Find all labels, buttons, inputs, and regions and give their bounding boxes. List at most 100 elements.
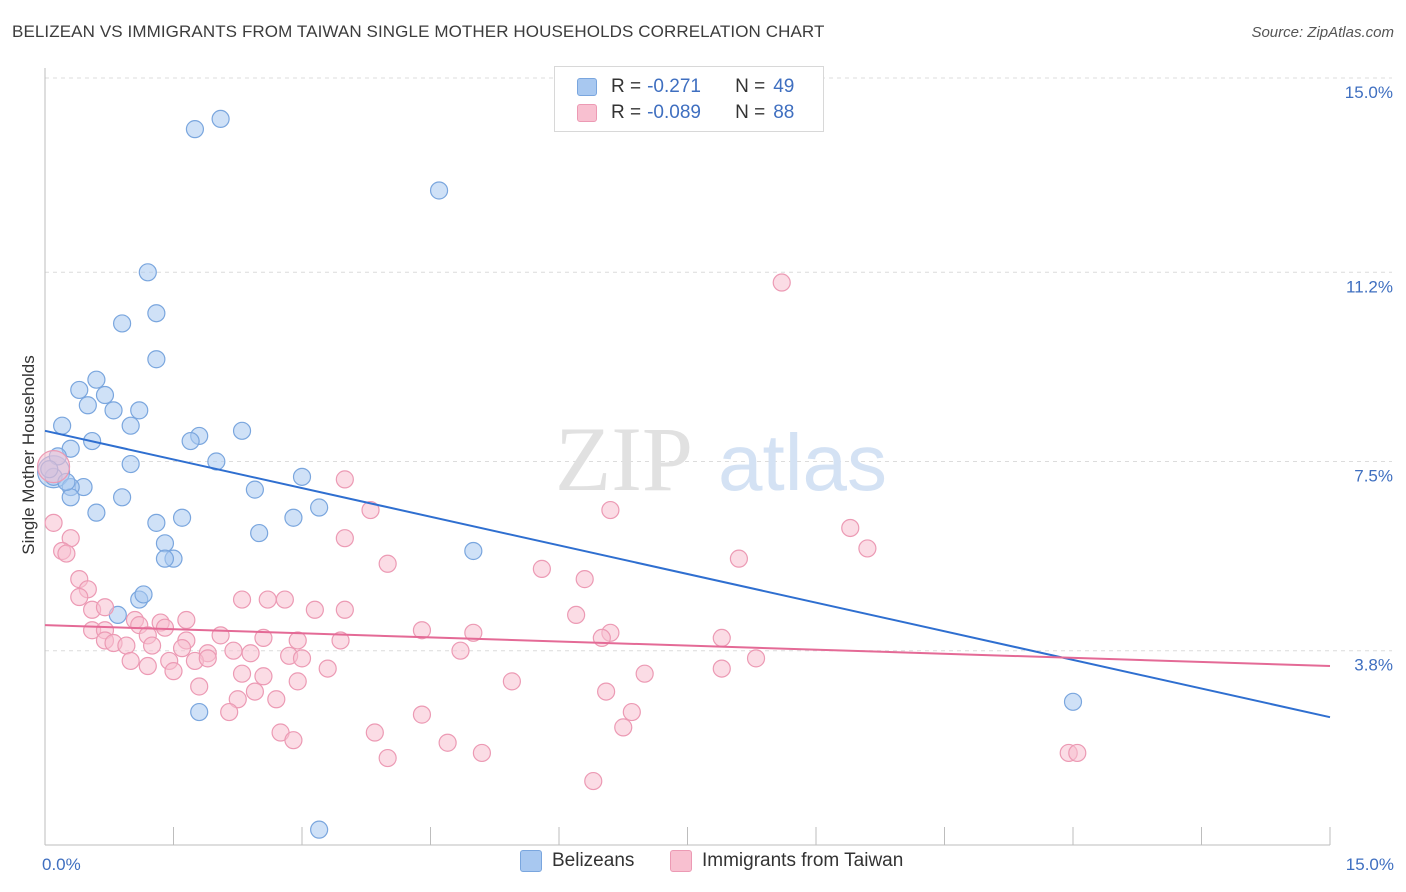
legend-swatch-belizeans	[577, 78, 597, 96]
legend-n-label: N =	[735, 76, 766, 97]
taiwan-point	[378, 554, 397, 573]
taiwan-point	[335, 529, 354, 548]
watermark: ZIP atlas	[555, 408, 887, 510]
taiwan-point	[584, 771, 603, 791]
belizean-point	[284, 508, 303, 527]
chart-title: BELIZEAN VS IMMIGRANTS FROM TAIWAN SINGL…	[12, 22, 825, 41]
belizean-point	[155, 549, 175, 568]
belizean-point	[121, 416, 140, 435]
taiwan-point	[232, 590, 252, 609]
taiwan-point	[472, 743, 491, 763]
taiwan-point	[164, 662, 183, 681]
belizean-point	[250, 523, 269, 543]
legend-label-belizeans: Belizeans	[552, 850, 635, 871]
legend-swatch-belizeans	[520, 850, 542, 872]
taiwan-point	[464, 623, 483, 642]
taiwan-point	[211, 626, 230, 645]
watermark-atlas: atlas	[718, 418, 887, 507]
belizean-point	[121, 454, 140, 474]
taiwan-point	[567, 605, 586, 625]
x-tick-label: 15.0%	[1346, 855, 1394, 874]
taiwan-point	[232, 664, 252, 683]
tick-labels: 3.8% 7.5% 11.2% 15.0% 0.0% 15.0%	[42, 83, 1394, 874]
belizean-point	[232, 421, 252, 440]
taiwan-point	[378, 748, 397, 768]
y-tick-label: 7.5%	[1354, 467, 1393, 486]
legend-r-label: R =	[611, 102, 642, 123]
taiwan-point	[365, 723, 384, 742]
taiwan-point	[241, 644, 260, 663]
y-tick-label: 3.8%	[1354, 656, 1393, 675]
belizean-trend-line	[44, 429, 1331, 719]
taiwan-point	[254, 628, 273, 648]
taiwan-point	[412, 705, 432, 724]
taiwan-point	[198, 649, 217, 668]
taiwan-point	[95, 598, 115, 617]
taiwan-point	[438, 733, 457, 752]
grid-lines	[45, 77, 1392, 652]
taiwan-point	[155, 618, 175, 637]
taiwan-point	[121, 651, 140, 671]
belizean-point	[147, 513, 166, 532]
taiwan-point	[305, 600, 324, 619]
taiwan-point	[267, 690, 286, 709]
taiwan-point	[532, 559, 551, 578]
correlation-legend: R = -0.271 N = 49 R = -0.089 N = 88	[554, 66, 824, 132]
taiwan-point	[70, 587, 89, 607]
taiwan-point	[502, 672, 521, 691]
taiwan-point	[275, 590, 294, 609]
taiwan-point	[335, 600, 354, 619]
taiwan-point	[335, 470, 354, 489]
legend-row-belizeans: R = -0.271 N = 49	[577, 75, 794, 99]
belizean-point	[147, 350, 166, 369]
legend-r-value: -0.271	[647, 76, 701, 97]
y-tick-label: 11.2%	[1346, 277, 1393, 296]
belizean-point	[211, 109, 230, 129]
taiwan-point	[746, 649, 766, 668]
belizean-point	[181, 431, 200, 451]
belizean-point	[310, 820, 329, 839]
belizean-point	[134, 585, 153, 604]
taiwan-point	[258, 590, 277, 609]
legend-swatch-taiwan	[670, 850, 692, 872]
trend-lines	[44, 429, 1331, 719]
belizean-point	[53, 416, 72, 435]
belizean-point	[104, 401, 123, 420]
taiwan-point	[597, 682, 616, 701]
series-taiwan	[36, 273, 1087, 791]
taiwan-point	[451, 641, 470, 660]
legend-n-label: N =	[735, 102, 766, 123]
y-tick-label: 15.0%	[1345, 83, 1393, 102]
taiwan-point	[361, 500, 380, 520]
belizean-point	[147, 304, 166, 323]
legend-swatch-taiwan	[577, 104, 597, 122]
taiwan-point	[36, 450, 71, 484]
belizean-point	[78, 396, 97, 415]
source-credit: Source: ZipAtlas.com	[1251, 24, 1394, 41]
belizean-point	[87, 370, 106, 389]
taiwan-point	[712, 659, 731, 678]
belizean-point	[190, 702, 209, 722]
belizean-point	[130, 401, 149, 420]
belizean-point	[112, 488, 132, 507]
taiwan-point	[117, 636, 136, 655]
taiwan-point	[858, 539, 877, 558]
belizean-point	[138, 263, 157, 282]
belizean-point	[155, 534, 175, 553]
taiwan-point	[288, 672, 307, 691]
legend-label-taiwan: Immigrants from Taiwan	[702, 850, 904, 871]
legend-item-belizeans: Belizeans	[520, 850, 634, 872]
legend-n-value: 49	[773, 76, 795, 97]
legend-r-value: -0.089	[647, 102, 701, 123]
taiwan-point	[224, 641, 243, 660]
taiwan-point	[228, 690, 247, 709]
belizean-point	[1063, 692, 1083, 711]
taiwan-point	[1068, 743, 1087, 763]
taiwan-point	[412, 621, 432, 640]
belizean-point	[172, 508, 192, 527]
series-legend: Belizeans Immigrants from Taiwan	[0, 850, 1406, 878]
belizean-point	[95, 385, 115, 405]
taiwan-point	[729, 549, 749, 568]
belizean-point	[310, 498, 329, 517]
